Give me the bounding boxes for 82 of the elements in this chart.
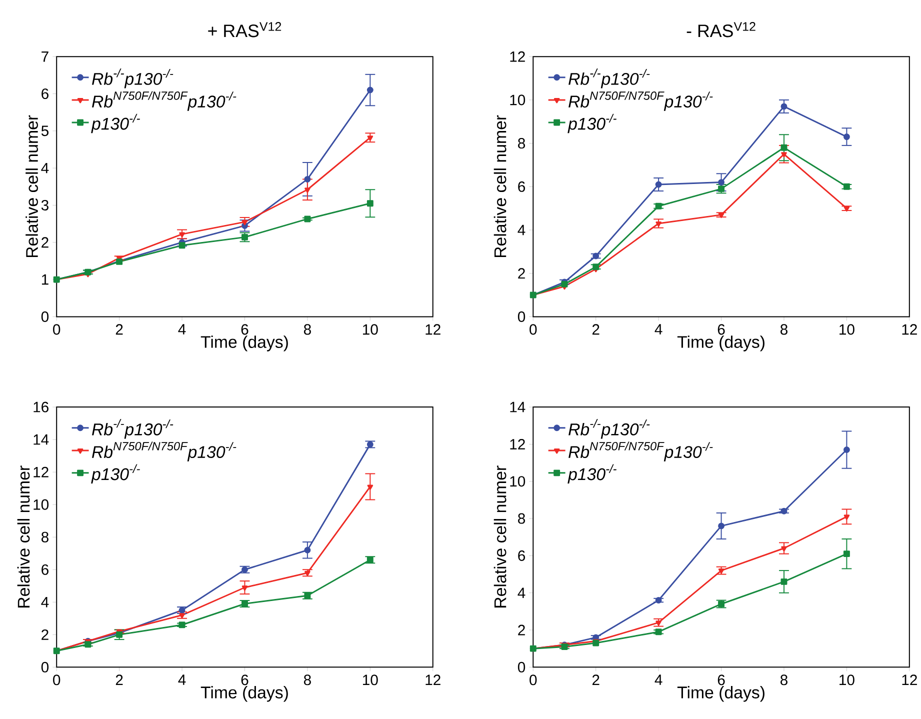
y-axis-title: Relative cell numer — [26, 115, 38, 258]
x-tick-label: 2 — [116, 324, 123, 335]
x-tick-label: 0 — [53, 674, 60, 686]
y-tick-label: 12 — [510, 51, 525, 62]
legend-label: $\textit{Rb}^{\textit{-/-}}\textit{p130}^{\textit{-/-}}$ — [568, 419, 650, 439]
y-tick-label: 8 — [518, 513, 526, 524]
legend-label: $\textit{p130}^{\textit{-/-}}$ — [91, 464, 140, 484]
x-tick-label: 12 — [426, 324, 440, 335]
y-tick-label: 14 — [34, 434, 49, 445]
x-tick-label: 8 — [304, 674, 311, 686]
y-tick-label: 8 — [41, 532, 48, 542]
y-tick-label: 0 — [518, 662, 526, 673]
x-tick-label: 12 — [902, 324, 917, 335]
y-tick-label: 16 — [34, 402, 48, 412]
y-tick-label: 10 — [34, 499, 49, 510]
x-axis-title: Time (days) — [677, 336, 764, 352]
x-tick-label: 4 — [178, 674, 186, 685]
y-tick-label: 4 — [41, 163, 49, 174]
y-tick-label: 12 — [34, 466, 48, 478]
x-tick-label: 2 — [592, 324, 600, 335]
y-tick-label: 2 — [518, 624, 525, 636]
y-tick-label: 3 — [41, 200, 48, 211]
y-tick-label: 4 — [518, 588, 526, 598]
x-tick-label: 2 — [116, 674, 123, 686]
x-tick-label: 4 — [178, 324, 186, 335]
y-axis-title: Relative cell numer — [494, 466, 506, 608]
legend-label: $\textit{Rb}^{\textit{N750F/N750F}}\textit{p130}^{\textit{-/-}}$ — [568, 442, 713, 462]
y-tick-label: 10 — [510, 94, 526, 106]
x-tick-label: 12 — [426, 674, 440, 686]
y-tick-label: 5 — [41, 126, 48, 136]
y-tick-label: 7 — [42, 52, 48, 62]
chart-title: + RAS$^{V12}$ — [208, 22, 282, 38]
x-tick-label: 6 — [241, 674, 248, 686]
legend-label: $\textit{p130}^{\textit{-/-}}$ — [568, 464, 616, 484]
x-tick-label: 4 — [654, 674, 662, 685]
y-tick-label: 2 — [42, 237, 48, 248]
x-tick-label: 6 — [241, 324, 248, 335]
y-tick-label: 0 — [41, 662, 49, 673]
y-tick-label: 2 — [42, 630, 48, 640]
x-tick-label: 10 — [363, 674, 378, 686]
x-tick-label: 6 — [718, 674, 725, 686]
legend-label: $\textit{p130}^{\textit{-/-}}$ — [91, 114, 140, 134]
y-tick-label: 6 — [518, 181, 526, 192]
legend-label: $\textit{Rb}^{\textit{N750F/N750F}}\textit{p130}^{\textit{-/-}}$ — [568, 91, 713, 112]
x-tick-label: 0 — [530, 324, 537, 335]
legend-label: $\textit{Rb}^{\textit{-/-}}\textit{p130}^{\textit{-/-}}$ — [568, 68, 650, 88]
y-tick-label: 6 — [42, 88, 48, 100]
x-tick-label: 6 — [718, 324, 725, 335]
x-axis-title: Time (days) — [200, 686, 288, 702]
legend-label: $\textit{Rb}^{\textit{N750F/N750F}}\textit{p130}^{\textit{-/-}}$ — [92, 442, 236, 462]
legend-label: $\textit{p130}^{\textit{-/-}}$ — [568, 114, 616, 134]
x-tick-label: 4 — [654, 324, 662, 335]
y-tick-label: 12 — [510, 439, 525, 450]
x-tick-label: 0 — [530, 674, 537, 686]
y-tick-label: 1 — [42, 274, 48, 285]
x-tick-label: 12 — [902, 674, 917, 686]
x-axis-title: Time (days) — [677, 686, 764, 702]
y-axis-title: Relative cell numer — [494, 115, 506, 258]
x-tick-label: 0 — [53, 324, 60, 335]
y-tick-label: 6 — [42, 564, 48, 575]
y-tick-label: 6 — [518, 550, 526, 562]
x-tick-label: 8 — [304, 324, 311, 335]
y-axis-title: Relative cell numer — [17, 466, 30, 608]
y-tick-label: 0 — [518, 312, 526, 322]
legend-label: $\textit{Rb}^{\textit{N750F/N750F}}\textit{p130}^{\textit{-/-}}$ — [92, 91, 236, 112]
x-tick-label: 10 — [840, 674, 854, 686]
chart-title: - RAS$^{V12}$ — [686, 22, 756, 38]
x-tick-label: 10 — [840, 324, 854, 335]
x-axis-title: Time (days) — [200, 336, 288, 352]
x-tick-label: 2 — [592, 674, 600, 686]
y-tick-label: 0 — [41, 312, 49, 322]
x-tick-label: 10 — [363, 324, 378, 335]
y-tick-label: 4 — [41, 597, 49, 608]
y-tick-label: 2 — [518, 268, 525, 279]
y-tick-label: 4 — [518, 224, 526, 236]
y-tick-label: 10 — [510, 476, 526, 487]
x-tick-label: 8 — [780, 324, 788, 335]
x-tick-label: 8 — [780, 674, 788, 686]
y-tick-label: 14 — [510, 402, 526, 412]
y-tick-label: 8 — [518, 138, 526, 149]
legend-label: $\textit{Rb}^{\textit{-/-}}\textit{p130}^{\textit{-/-}}$ — [92, 419, 174, 439]
legend-label: $\textit{Rb}^{\textit{-/-}}\textit{p130}^{\textit{-/-}}$ — [92, 68, 174, 88]
